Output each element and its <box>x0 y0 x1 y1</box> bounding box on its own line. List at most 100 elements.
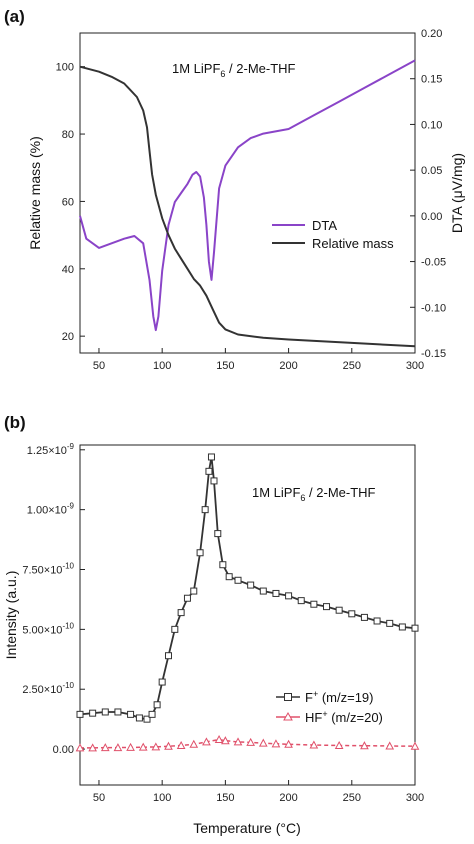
y-tick-label: 1.25×10-9 <box>27 442 75 457</box>
panel-b-ylabel: Intensity (a.u.) <box>3 571 19 660</box>
panel-a-ylabel: Relative mass (%) <box>27 136 43 250</box>
annotation-rest: / 2-Me-THF <box>305 485 375 500</box>
panel-a-series <box>79 59 416 348</box>
legend-mass-label: Relative mass <box>312 236 394 251</box>
data-point-hf <box>176 740 186 749</box>
data-point-hf <box>271 739 281 748</box>
data-point-hf <box>385 741 395 750</box>
panel-b-legend: F+ (m/z=19) HF+ (m/z=20) <box>276 689 383 725</box>
data-point-f <box>373 617 381 625</box>
x-tick-label: 150 <box>216 360 234 372</box>
y-tick-label: 2.50×10-10 <box>22 681 74 696</box>
data-point-f <box>225 573 233 581</box>
data-point-f <box>114 708 122 716</box>
data-point-hf <box>233 737 243 746</box>
data-point-f <box>183 594 191 602</box>
data-point-hf <box>126 742 135 751</box>
data-point-f <box>219 561 227 569</box>
data-point-f <box>196 549 204 557</box>
data-point-f <box>386 619 394 627</box>
data-point-f <box>207 453 215 461</box>
data-point-f <box>153 701 161 709</box>
y2-tick-label: 0.20 <box>421 28 442 40</box>
legend-hf-label: HF+ (m/z=20) <box>305 709 383 725</box>
y-tick-label: 7.50×10-10 <box>22 562 74 577</box>
data-point-f <box>214 530 222 538</box>
panel-a-legend: DTA Relative mass <box>272 218 394 251</box>
data-point-hf <box>100 743 110 752</box>
data-point-f <box>76 710 84 718</box>
data-point-f <box>101 708 109 716</box>
y2-tick-label: -0.15 <box>421 348 446 360</box>
data-point-f <box>89 709 97 717</box>
data-point-f <box>190 587 198 595</box>
x-tick-label: 300 <box>406 792 424 804</box>
data-point-hf <box>151 742 161 751</box>
data-point-f <box>272 589 280 597</box>
panel-b-plot-frame <box>79 444 416 786</box>
data-point-hf <box>246 737 255 746</box>
data-point-hf <box>189 739 199 748</box>
y-tick-label: 40 <box>62 264 74 276</box>
data-point-f <box>148 710 156 718</box>
data-point-f <box>127 710 135 718</box>
data-point-f <box>323 603 331 611</box>
data-point-f <box>171 625 179 633</box>
panel-a-y2label: DTA (μV/mg) <box>449 153 465 233</box>
data-point-f <box>259 587 267 595</box>
x-tick-label: 300 <box>406 360 424 372</box>
legend-hf-sup: + <box>322 709 327 719</box>
data-point-f <box>247 581 255 589</box>
x-tick-label: 100 <box>153 792 171 804</box>
x-tick-label: 100 <box>153 360 171 372</box>
data-point-f <box>158 678 166 686</box>
panel-b-xlabel: Temperature (°C) <box>193 820 301 836</box>
data-point-hf <box>284 739 293 748</box>
panel-a-label: (a) <box>4 7 25 26</box>
annotation-main: 1M LiPF <box>252 485 300 500</box>
data-point-f <box>285 592 293 600</box>
legend-f-sup: + <box>313 689 318 699</box>
annotation-sub: 6 <box>300 493 305 503</box>
data-point-hf <box>88 743 97 752</box>
x-tick-label: 150 <box>216 792 234 804</box>
data-point-hf <box>138 742 148 751</box>
data-point-f <box>398 623 406 631</box>
legend-f-label: F+ (m/z=19) <box>305 689 373 705</box>
data-point-f <box>310 600 318 608</box>
data-point-hf <box>221 736 230 745</box>
legend-f-rest: (m/z=19) <box>318 690 373 705</box>
data-point-hf <box>202 737 211 746</box>
data-point-hf <box>164 741 173 750</box>
x-tick-label: 200 <box>279 360 297 372</box>
panel-a: (a) 1M LiPF6 / 2-Me-THF 50 100 150 200 250 30… <box>4 7 465 372</box>
legend-hf-marker <box>283 711 293 721</box>
panel-b: (b) 1M LiPF6 / 2-Me-THF 50 100 150 200 250 30… <box>3 413 424 836</box>
x-tick-label: 50 <box>93 792 105 804</box>
data-point-hf <box>214 734 224 744</box>
panel-b-axes: 50 100 150 200 250 300 0.00 2.50×10-10 5.00×10-1… <box>22 442 424 804</box>
y-tick-label: 5.00×10-10 <box>22 621 74 636</box>
data-point-f <box>135 714 143 722</box>
y-tick-label: 80 <box>62 129 74 141</box>
annotation-rest: / 2-Me-THF <box>225 61 295 76</box>
panel-b-series <box>75 453 420 752</box>
data-point-f <box>234 576 242 584</box>
data-point-hf <box>75 743 85 752</box>
panel-a-annotation: 1M LiPF6 / 2-Me-THF <box>172 61 296 79</box>
annotation-main: 1M LiPF <box>172 61 220 76</box>
y2-tick-label: 0.15 <box>421 74 442 86</box>
data-point-f <box>177 609 185 617</box>
y2-tick-label: 0.05 <box>421 165 442 177</box>
legend-dta-label: DTA <box>312 218 337 233</box>
y-tick-label: 60 <box>62 196 74 208</box>
data-point-f <box>210 477 218 485</box>
data-point-f <box>335 606 343 614</box>
data-point-f <box>348 610 356 618</box>
y-tick-label: 20 <box>62 331 74 343</box>
data-point-f <box>143 715 151 723</box>
series-line-dta <box>79 59 416 332</box>
series-line-relative-mass <box>79 65 416 348</box>
y-tick-label: 1.00×10-9 <box>27 502 75 517</box>
